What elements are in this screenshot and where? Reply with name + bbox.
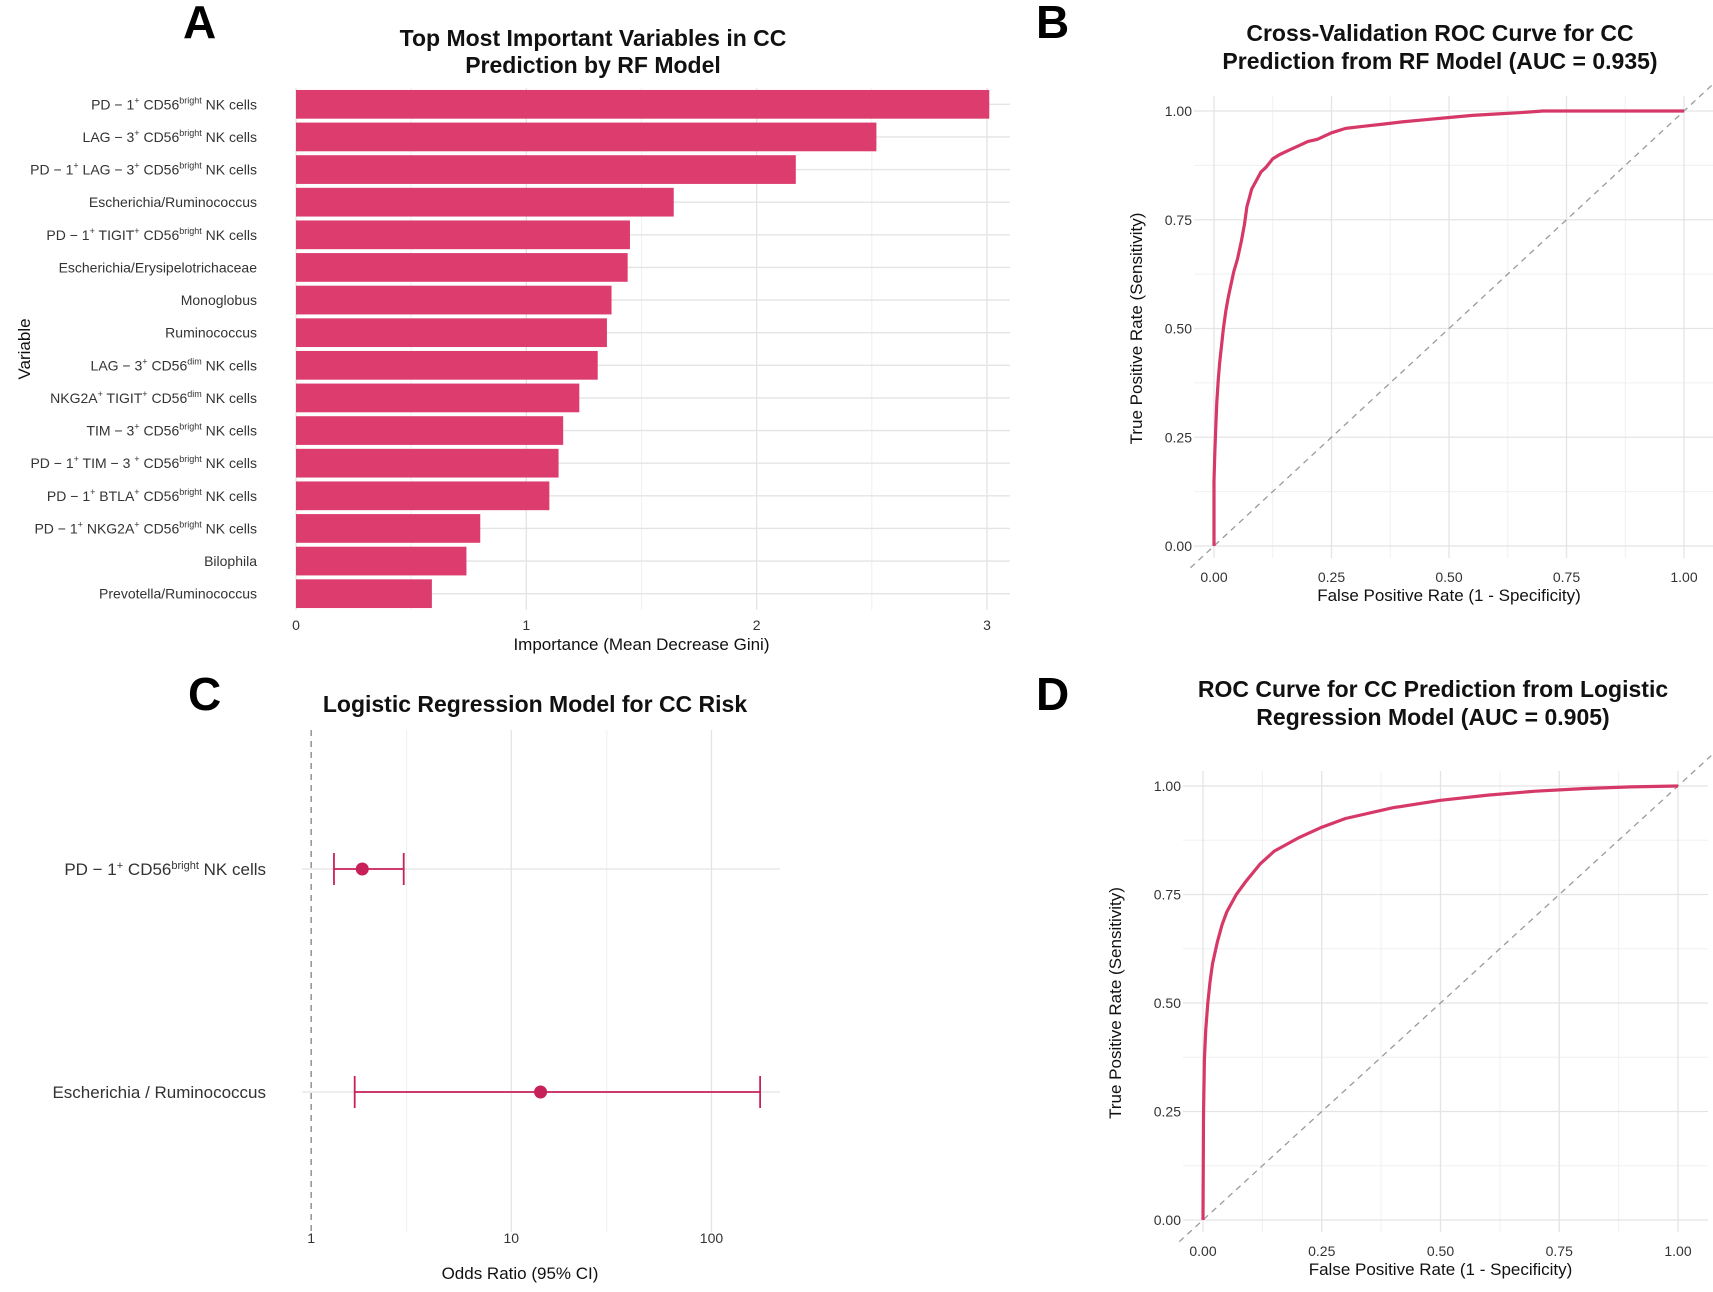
category-label: NKG2A+ TIGIT+ CD56dim NK cells xyxy=(50,389,257,406)
category-label: PD − 1+ TIM − 3 + CD56bright NK cells xyxy=(30,454,257,471)
bar xyxy=(296,383,580,413)
x-tick-label: 0.75 xyxy=(1546,1243,1573,1259)
chart-title-d: ROC Curve for CC Prediction from Logisti… xyxy=(1198,676,1668,702)
category-label: LAG − 3+ CD56bright NK cells xyxy=(83,128,257,145)
chart-title-b-line2: Prediction from RF Model (AUC = 0.935) xyxy=(1222,48,1657,74)
bar xyxy=(296,546,467,576)
roc-curve xyxy=(1201,784,1679,1221)
panel-c: C Logistic Regression Model for CC Risk 1 1… xyxy=(52,668,780,1283)
x-tick-label: 1.00 xyxy=(1664,1243,1691,1259)
x-tick-label: 1 xyxy=(307,1230,315,1246)
bar xyxy=(296,448,559,478)
y-tick-label: 1.00 xyxy=(1154,778,1181,794)
row-label: PD − 1+ CD56bright NK cells xyxy=(64,860,266,879)
odds-ratio-point xyxy=(534,1085,548,1099)
x-axis-title: False Positive Rate (1 - Specificity) xyxy=(1309,1260,1573,1279)
x-tick-label: 0.25 xyxy=(1308,1243,1335,1259)
x-tick-label: 1 xyxy=(522,617,530,633)
chart-title-a-line2: Prediction by RF Model xyxy=(465,52,721,78)
y-axis-title: Variable xyxy=(15,318,34,379)
x-tick-label: 0.75 xyxy=(1553,569,1580,585)
panel-d: D ROC Curve for CC Prediction from Logist… xyxy=(1036,668,1712,1279)
x-tick-label: 1.00 xyxy=(1670,569,1697,585)
category-label: PD − 1+ TIGIT+ CD56bright NK cells xyxy=(46,226,257,243)
panel-letter-c: C xyxy=(188,668,221,720)
x-axis-title: False Positive Rate (1 - Specificity) xyxy=(1317,586,1581,605)
bar xyxy=(296,350,598,380)
chart-title-d-line2: Regression Model (AUC = 0.905) xyxy=(1256,704,1609,730)
bar xyxy=(296,220,630,250)
category-label: PD − 1+ BTLA+ CD56bright NK cells xyxy=(47,487,257,504)
odds-ratio-point xyxy=(355,862,369,876)
x-tick-label: 3 xyxy=(983,617,991,633)
category-label: Bilophila xyxy=(204,553,257,569)
chart-title-c: Logistic Regression Model for CC Risk xyxy=(323,691,747,717)
bar xyxy=(296,416,564,445)
bar xyxy=(296,579,432,609)
y-axis-title: True Positive Rate (Sensitivity) xyxy=(1106,887,1125,1119)
x-tick-label: 0.25 xyxy=(1318,569,1345,585)
bar xyxy=(296,318,607,348)
row-label: Escherichia / Ruminococcus xyxy=(52,1083,266,1102)
category-label: TIM − 3+ CD56bright NK cells xyxy=(86,422,257,439)
category-label: PD − 1+ LAG − 3+ CD56bright NK cells xyxy=(30,161,257,178)
y-tick-label: 0.25 xyxy=(1165,429,1192,445)
y-tick-label: 0.75 xyxy=(1165,212,1192,228)
y-axis-title: True Positive Rate (Sensitivity) xyxy=(1127,213,1146,445)
bar xyxy=(296,155,796,184)
bar xyxy=(296,285,612,315)
bar xyxy=(296,481,550,511)
category-label: Ruminococcus xyxy=(165,325,257,341)
panel-a: A Top Most Important Variables in CCPredi… xyxy=(15,0,1010,654)
x-tick-label: 10 xyxy=(504,1230,520,1246)
panel-letter-a: A xyxy=(183,0,216,48)
x-axis-title: Odds Ratio (95% CI) xyxy=(442,1264,599,1283)
panel-letter-b: B xyxy=(1036,0,1069,48)
category-label: LAG − 3+ CD56dim NK cells xyxy=(91,356,257,373)
category-label: Escherichia/Ruminococcus xyxy=(89,194,257,210)
diagonal-reference-line xyxy=(1178,755,1712,1243)
bar xyxy=(296,253,628,282)
bar xyxy=(296,514,481,543)
panel-letter-d: D xyxy=(1036,668,1069,720)
x-axis-title: Importance (Mean Decrease Gini) xyxy=(513,635,769,654)
y-tick-label: 1.00 xyxy=(1165,103,1192,119)
chart-title-a: Top Most Important Variables in CC xyxy=(400,25,787,51)
category-label: Monoglobus xyxy=(181,292,257,308)
x-tick-label: 0 xyxy=(292,617,300,633)
x-tick-label: 100 xyxy=(700,1230,724,1246)
chart-title-b: Cross-Validation ROC Curve for CC xyxy=(1246,20,1633,46)
bar xyxy=(296,187,674,217)
y-tick-label: 0.75 xyxy=(1154,887,1181,903)
diagonal-reference-line xyxy=(1190,83,1713,569)
category-label: Prevotella/Ruminococcus xyxy=(99,586,257,602)
category-label: PD − 1+ NKG2A+ CD56bright NK cells xyxy=(34,519,257,536)
y-tick-label: 0.00 xyxy=(1165,538,1192,554)
category-label: Escherichia/Erysipelotrichaceae xyxy=(59,259,258,275)
y-tick-label: 0.50 xyxy=(1154,995,1181,1011)
x-tick-label: 0.50 xyxy=(1427,1243,1454,1259)
x-tick-label: 0.00 xyxy=(1189,1243,1216,1259)
y-tick-label: 0.50 xyxy=(1165,321,1192,337)
y-tick-label: 0.25 xyxy=(1154,1104,1181,1120)
category-label: PD − 1+ CD56bright NK cells xyxy=(91,95,257,112)
roc-curve xyxy=(1212,109,1684,546)
x-tick-label: 0.00 xyxy=(1200,569,1227,585)
x-tick-label: 0.50 xyxy=(1435,569,1462,585)
y-tick-label: 0.00 xyxy=(1154,1212,1181,1228)
bar xyxy=(296,122,877,152)
bar xyxy=(296,89,990,119)
x-tick-label: 2 xyxy=(753,617,761,633)
panel-b: B Cross-Validation ROC Curve for CCPredic… xyxy=(1036,0,1713,605)
